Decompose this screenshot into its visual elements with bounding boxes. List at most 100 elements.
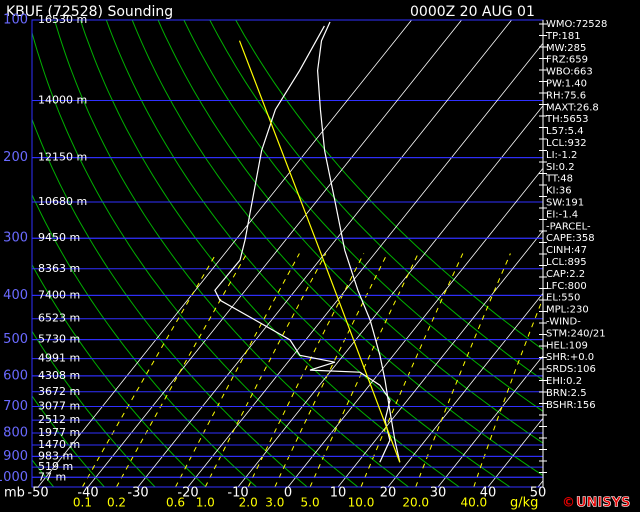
isotherm bbox=[387, 292, 543, 487]
y-tick-label: 400 bbox=[3, 288, 28, 303]
dry-adiabat bbox=[32, 193, 257, 487]
mixing-ratio-label: 20.0 bbox=[402, 496, 429, 510]
stat-line: BSHR:156 bbox=[546, 400, 596, 411]
height-label: 10680 m bbox=[38, 195, 87, 208]
stat-line: RH:75.6 bbox=[546, 90, 586, 101]
dry-adiabat bbox=[32, 30, 359, 487]
stat-line: PW:1.40 bbox=[546, 79, 587, 90]
y-tick-label: 900 bbox=[3, 449, 28, 464]
height-label: 1977 m bbox=[38, 426, 80, 439]
dry-adiabat bbox=[32, 330, 156, 487]
mixing-ratio-unit: g/kg bbox=[510, 496, 538, 511]
stat-line: L57:5.4 bbox=[546, 126, 584, 137]
isotherm bbox=[137, 20, 512, 487]
dry-adiabat bbox=[157, 20, 543, 444]
mixing-ratio-label: 3.0 bbox=[265, 496, 284, 510]
stat-line: CINH:47 bbox=[546, 245, 587, 256]
stat-line: TP:181 bbox=[545, 31, 581, 42]
height-label: 6523 m bbox=[38, 312, 80, 325]
y-tick-label: 1000 bbox=[0, 470, 28, 485]
height-label: 16530 m bbox=[38, 13, 87, 26]
stat-line: -PARCEL- bbox=[546, 221, 591, 232]
stat-line: MPL:230 bbox=[546, 305, 589, 316]
sounding-trace bbox=[214, 25, 391, 463]
height-label: 7400 m bbox=[38, 288, 80, 301]
dry-adiabat bbox=[105, 20, 511, 487]
stat-line: LCL:932 bbox=[546, 138, 587, 149]
height-label: 5730 m bbox=[38, 333, 80, 346]
stat-line: SI:0.2 bbox=[546, 162, 575, 173]
stat-line: EHI:0.2 bbox=[546, 376, 582, 387]
stat-line: CAP:2.2 bbox=[546, 269, 585, 280]
stat-line: HEL:109 bbox=[546, 340, 588, 351]
isotherm bbox=[437, 355, 543, 487]
isotherm bbox=[37, 20, 412, 487]
stat-line: SRDS:106 bbox=[546, 364, 596, 375]
mixing-ratio-line bbox=[175, 253, 300, 487]
dry-adiabat bbox=[183, 20, 543, 412]
height-label: 983 m bbox=[38, 449, 73, 462]
y-tick-label: 800 bbox=[3, 425, 28, 440]
dry-adiabat bbox=[32, 395, 105, 487]
height-label: 9450 m bbox=[38, 231, 80, 244]
stat-line: MAXT:26.8 bbox=[546, 102, 599, 113]
dry-adiabat bbox=[32, 263, 207, 487]
height-label: 77 m bbox=[38, 470, 66, 483]
dry-adiabat bbox=[131, 20, 543, 477]
height-label: 519 m bbox=[38, 460, 73, 473]
x-tick-label: 50 bbox=[530, 486, 547, 501]
y-tick-label: 100 bbox=[3, 13, 28, 28]
mixing-ratio-line bbox=[204, 253, 327, 487]
stat-line: SW:191 bbox=[546, 198, 584, 209]
stat-line: SHR:+0.0 bbox=[546, 352, 594, 363]
x-tick-label: -30 bbox=[127, 486, 148, 501]
stat-line: MW:285 bbox=[546, 43, 586, 54]
logo-name: UNISYS bbox=[576, 496, 630, 511]
mixing-ratio-line bbox=[415, 253, 511, 487]
mixing-ratio-line bbox=[473, 296, 543, 487]
height-label: 14000 m bbox=[38, 94, 87, 107]
isotherm bbox=[87, 20, 462, 487]
stat-line: LCL:895 bbox=[546, 257, 587, 268]
y-tick-label: 500 bbox=[3, 332, 28, 347]
stat-line: LI:-1.2 bbox=[546, 150, 577, 161]
dry-adiabat bbox=[54, 20, 409, 487]
dry-adiabat bbox=[209, 20, 543, 381]
x-tick-label: 40 bbox=[480, 486, 497, 501]
isotherm bbox=[337, 230, 543, 487]
height-label: 4991 m bbox=[38, 352, 80, 365]
height-label: 8363 m bbox=[38, 262, 80, 275]
stat-line: LFC:800 bbox=[546, 281, 587, 292]
x-tick-label: -20 bbox=[177, 486, 198, 501]
stat-line: KI:36 bbox=[546, 186, 572, 197]
mixing-ratio-label: 5.0 bbox=[301, 496, 320, 510]
sounding-trace bbox=[238, 40, 401, 463]
height-label: 3077 m bbox=[38, 399, 80, 412]
x-tick-label: 20 bbox=[380, 486, 397, 501]
chart-subtitle: 0000Z 20 AUG 01 bbox=[410, 4, 535, 20]
mixing-ratio-line bbox=[274, 253, 388, 487]
x-tick-label: -40 bbox=[77, 486, 98, 501]
height-label: 4308 m bbox=[38, 369, 80, 382]
mixing-ratio-label: 10.0 bbox=[348, 496, 375, 510]
x-tick-label: 0 bbox=[284, 486, 292, 501]
mixing-ratio-label: 0.6 bbox=[166, 496, 185, 510]
stat-line: CAPE:358 bbox=[546, 233, 595, 244]
x-tick-label: 30 bbox=[430, 486, 447, 501]
y-tick-label: 300 bbox=[3, 231, 28, 246]
stat-line: WBO:663 bbox=[546, 67, 593, 78]
dry-adiabat bbox=[79, 20, 460, 487]
stat-line: STM:240/21 bbox=[546, 328, 606, 339]
mixing-ratio-line bbox=[309, 253, 419, 487]
isotherm bbox=[287, 167, 543, 487]
height-label: 12150 m bbox=[38, 151, 87, 164]
isotherm bbox=[237, 105, 543, 487]
mixing-ratio-label: 1.0 bbox=[196, 496, 215, 510]
mixing-ratio-line bbox=[247, 253, 365, 487]
chart-title: KBUF (72528) Sounding bbox=[6, 4, 173, 20]
dry-adiabat bbox=[32, 117, 308, 487]
logo-symbol: © bbox=[562, 496, 575, 511]
height-label: 1470 m bbox=[38, 438, 80, 451]
